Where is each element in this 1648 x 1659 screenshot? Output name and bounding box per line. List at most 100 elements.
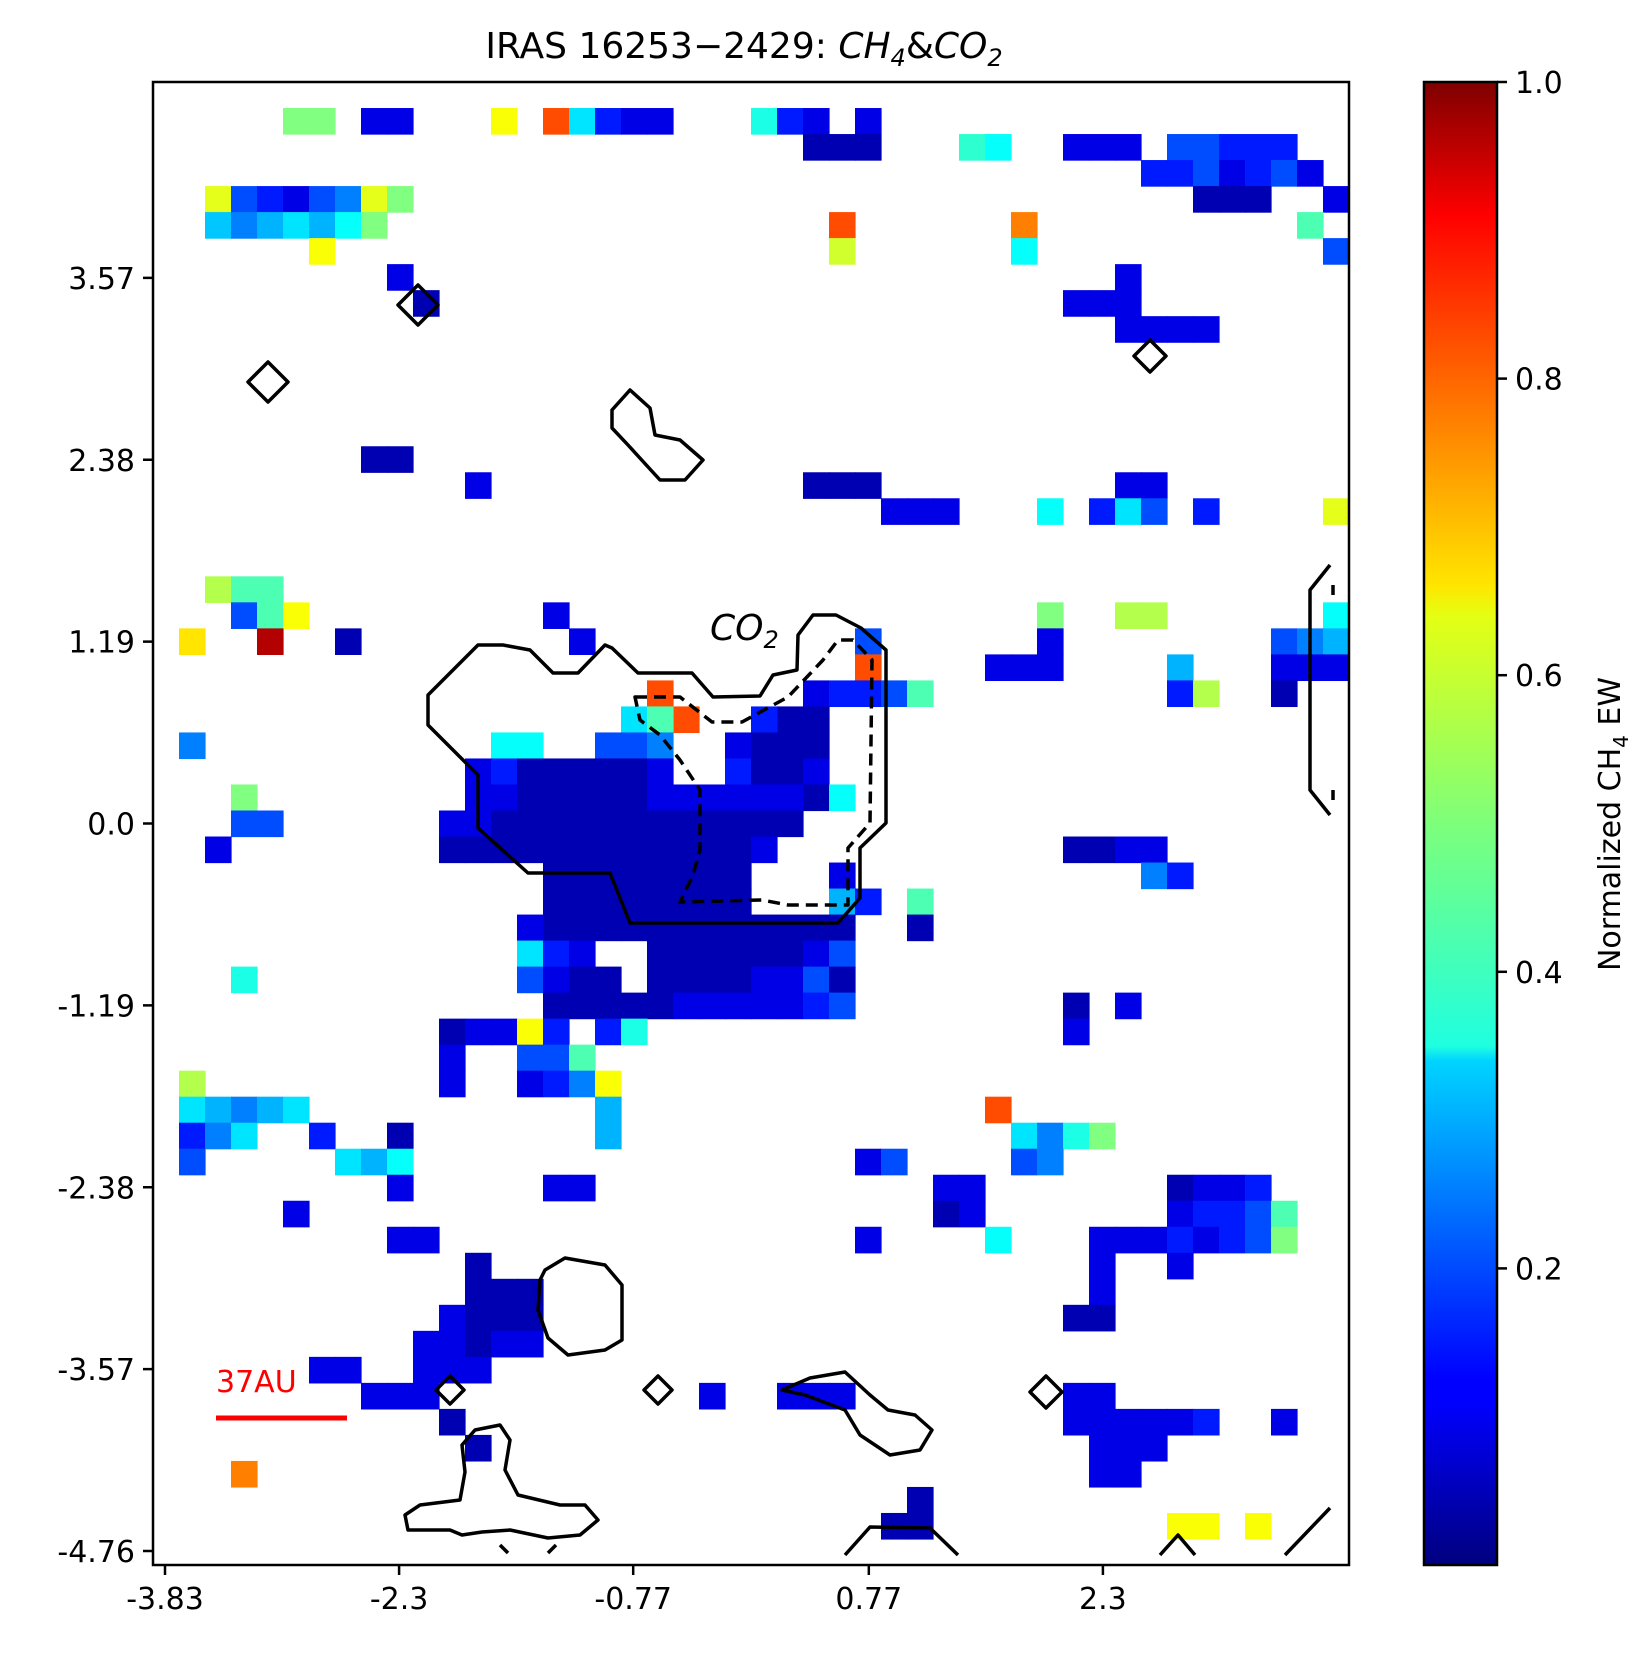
heatmap-cell bbox=[517, 1330, 544, 1358]
heatmap-cell bbox=[1089, 1382, 1116, 1410]
heatmap-cell bbox=[751, 992, 778, 1020]
heatmap-cell bbox=[1063, 1122, 1090, 1150]
heatmap-cell bbox=[387, 1382, 414, 1410]
heatmap-cell bbox=[465, 1356, 492, 1384]
heatmap-cell bbox=[673, 966, 700, 994]
colorbar-tick-label: 1.0 bbox=[1515, 66, 1563, 101]
heatmap-cell bbox=[543, 888, 570, 916]
heatmap-cell bbox=[699, 940, 726, 968]
heatmap-cell bbox=[491, 1018, 518, 1046]
heatmap-cell bbox=[1089, 290, 1116, 317]
heatmap-cell bbox=[1141, 498, 1168, 525]
colorbar-tick-label: 0.2 bbox=[1515, 1252, 1563, 1287]
heatmap-cell bbox=[1323, 602, 1350, 629]
heatmap-cell bbox=[283, 186, 310, 213]
heatmap-cell bbox=[595, 784, 622, 812]
heatmap-cell bbox=[335, 628, 362, 655]
heatmap-cell bbox=[1115, 134, 1142, 161]
heatmap-cell bbox=[803, 706, 830, 734]
heatmap-cell bbox=[1011, 1122, 1038, 1150]
colorbar-tick-label: 0.4 bbox=[1515, 956, 1563, 991]
heatmap-cell bbox=[231, 784, 258, 812]
heatmap-cell bbox=[1193, 134, 1220, 161]
heatmap-cell bbox=[881, 498, 908, 525]
heatmap-cell bbox=[543, 914, 570, 942]
heatmap-cell bbox=[387, 264, 414, 291]
heatmap-cell bbox=[569, 888, 596, 916]
heatmap-cell bbox=[491, 1330, 518, 1358]
heatmap-cell bbox=[829, 888, 856, 916]
heatmap-cell bbox=[621, 992, 648, 1020]
heatmap-cell bbox=[1167, 862, 1194, 890]
heatmap-cell bbox=[335, 212, 362, 239]
heatmap-cell bbox=[959, 1174, 986, 1202]
heatmap-cell bbox=[829, 212, 856, 239]
heatmap-cell bbox=[179, 732, 206, 760]
heatmap-cell bbox=[569, 1070, 596, 1098]
heatmap-cell bbox=[231, 1122, 258, 1150]
heatmap-cell bbox=[1219, 1226, 1246, 1254]
heatmap-cell bbox=[1193, 680, 1220, 708]
heatmap-cell bbox=[725, 862, 752, 890]
heatmap-cell bbox=[803, 732, 830, 760]
heatmap-cell bbox=[751, 758, 778, 786]
contour-bottom-arc-1 bbox=[843, 1525, 960, 1557]
heatmap-cell bbox=[829, 784, 856, 812]
heatmap-cell bbox=[621, 810, 648, 838]
heatmap-cell bbox=[777, 732, 804, 760]
heatmap-cell bbox=[309, 108, 336, 135]
heatmap-cell bbox=[595, 732, 622, 760]
heatmap-cell bbox=[595, 914, 622, 942]
heatmap-cell bbox=[543, 836, 570, 864]
heatmap-cell bbox=[855, 134, 882, 161]
contour-annotation-base: CO bbox=[710, 608, 763, 649]
contour-bottom-arc-2 bbox=[1158, 1533, 1197, 1557]
heatmap-cell bbox=[517, 810, 544, 838]
heatmap-cell bbox=[751, 732, 778, 760]
heatmap-cell bbox=[1245, 1174, 1272, 1202]
heatmap-cell bbox=[439, 1044, 466, 1072]
heatmap-cell bbox=[1115, 992, 1142, 1020]
colorbar-tick-label: 0.6 bbox=[1515, 659, 1563, 694]
heatmap-cell bbox=[1141, 862, 1168, 890]
heatmap-cell bbox=[283, 212, 310, 239]
y-tick-label: 2.38 bbox=[68, 444, 135, 479]
x-tick-label: 2.3 bbox=[1079, 1582, 1127, 1617]
chart-title: IRAS 16253−2429: CH4&CO2 bbox=[485, 26, 1002, 72]
heatmap-cell bbox=[595, 836, 622, 864]
heatmap-cell bbox=[855, 472, 882, 499]
heatmap-cell bbox=[1115, 1226, 1142, 1254]
heatmap-cell bbox=[1167, 1200, 1194, 1228]
heatmap-cell bbox=[309, 1122, 336, 1150]
heatmap-cell bbox=[387, 1226, 414, 1254]
heatmap-cell bbox=[595, 1096, 622, 1124]
heatmap-cell bbox=[595, 108, 622, 135]
heatmap-cell bbox=[855, 654, 882, 682]
heatmap-cell bbox=[465, 1018, 492, 1046]
heatmap-cell bbox=[1037, 628, 1064, 655]
heatmap-cell bbox=[725, 758, 752, 786]
heatmap-cell bbox=[1245, 186, 1272, 213]
heatmap-cell bbox=[361, 108, 388, 135]
heatmap-cell bbox=[257, 212, 284, 239]
heatmap-cell bbox=[595, 1070, 622, 1098]
heatmap-cell bbox=[491, 1304, 518, 1332]
contour-diamond-4 bbox=[434, 1374, 466, 1406]
heatmap-cell bbox=[1011, 1148, 1038, 1176]
contour-blob-lower bbox=[536, 1256, 624, 1357]
heatmap-cell bbox=[777, 108, 804, 135]
heatmap-cell bbox=[569, 992, 596, 1020]
heatmap-cell bbox=[621, 758, 648, 786]
heatmap-cell bbox=[569, 784, 596, 812]
heatmap-cell bbox=[777, 992, 804, 1020]
heatmap-cell bbox=[569, 628, 596, 655]
heatmap-cell bbox=[569, 836, 596, 864]
heatmap-cell bbox=[283, 602, 310, 629]
heatmap-cell bbox=[647, 784, 674, 812]
heatmap-cell bbox=[647, 810, 674, 838]
heatmap-cell bbox=[829, 940, 856, 968]
heatmap-cell bbox=[595, 992, 622, 1020]
y-tick-label: -2.38 bbox=[57, 1171, 135, 1206]
heatmap-cell bbox=[1037, 654, 1064, 682]
heatmap-cell bbox=[231, 186, 258, 213]
